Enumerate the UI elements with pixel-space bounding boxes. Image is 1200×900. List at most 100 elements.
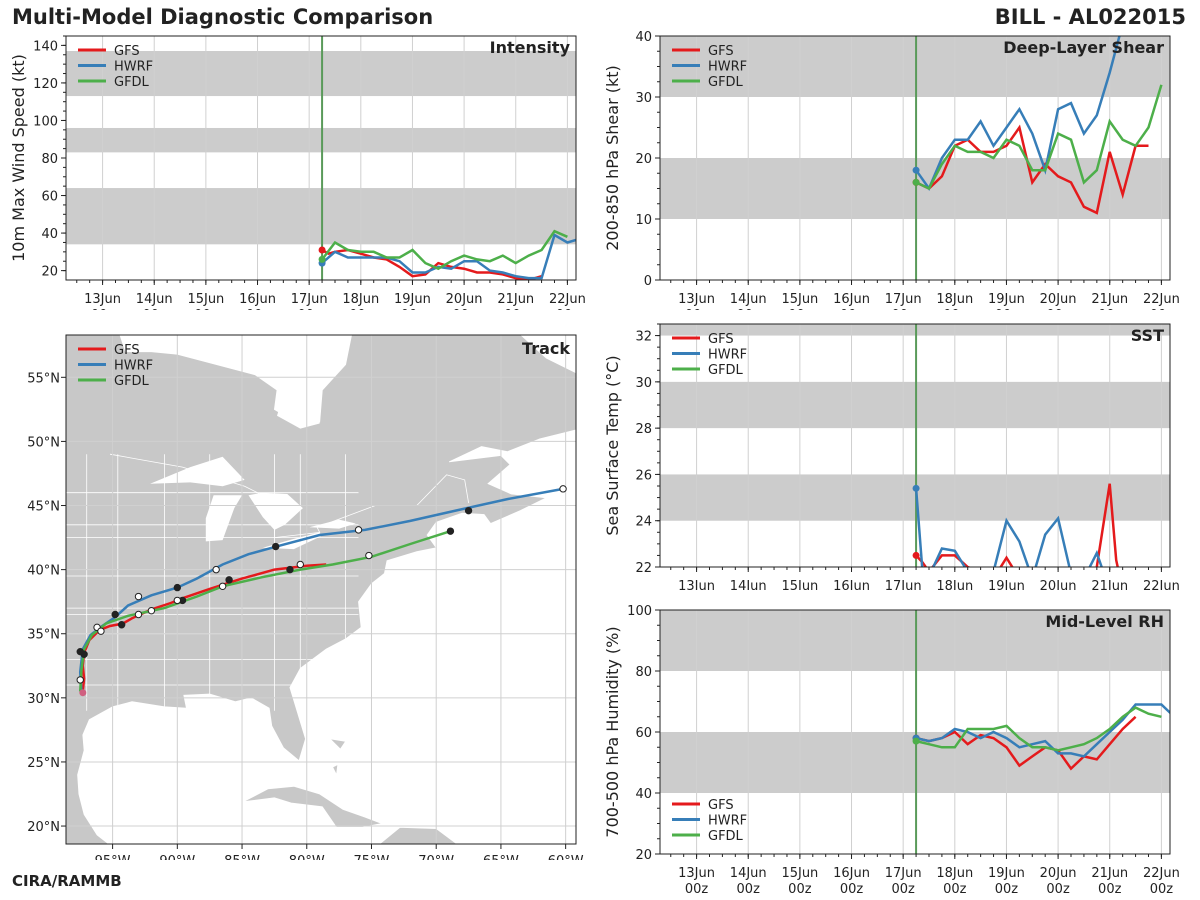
rh-xtick-label: 19Jun (988, 866, 1025, 881)
shear-ytick-label: 0 (644, 274, 652, 289)
shear-ytick-label: 10 (635, 213, 652, 228)
rh-title: Mid-Level RH (1045, 612, 1164, 631)
rh-ytick-label: 60 (635, 726, 652, 741)
intensity-ytick-label: 40 (41, 227, 58, 242)
rh-ytick-label: 100 (627, 604, 652, 619)
intensity-xtick-label: 00z (401, 308, 425, 310)
sst-ytick-label: 28 (635, 422, 652, 437)
intensity-xtick-label: 00z (349, 308, 373, 310)
shear-legend-label-gfdl: GFDL (708, 75, 744, 90)
intensity-xtick-label: 14Jun (136, 292, 173, 307)
track-xtick-label: 60°W (548, 854, 584, 860)
intensity-xtick-label: 00z (194, 308, 218, 310)
shear-ytick-label: 40 (635, 30, 652, 45)
land-bahamas (332, 763, 339, 777)
sst-xtick-label: 15Jun (781, 579, 818, 590)
track-marker-hwrf (173, 583, 182, 592)
sst-xtick-label: 14Jun (730, 579, 767, 590)
shear-xtick-label: 00z (1098, 308, 1122, 310)
track-marker-gfdl (365, 551, 373, 560)
rh-ytick-label: 40 (635, 787, 652, 802)
shear-xtick-label: 00z (685, 308, 709, 310)
shear-chart: 01020304013Jun00z14Jun00z15Jun00z16Jun00… (603, 30, 1180, 310)
intensity-legend-label-hwrf: HWRF (114, 60, 153, 75)
intensity-xtick-label: 00z (504, 308, 528, 310)
sst-start-point-gfs (912, 551, 920, 559)
sst-ytick-label: 22 (635, 561, 652, 576)
rh-xtick-label: 00z (995, 882, 1019, 897)
intensity-ytick-label: 120 (33, 77, 58, 92)
rh-xtick-label: 00z (1150, 882, 1174, 897)
rh-ytick-label: 20 (635, 848, 652, 863)
land-hispaniola (378, 826, 458, 844)
shear-xtick-label: 15Jun (781, 292, 818, 307)
rh-series-gfs (915, 715, 1137, 771)
page-title: Multi-Model Diagnostic Comparison (12, 5, 434, 29)
rh-plot-area (660, 610, 1170, 854)
track-ytick-label: 20°N (27, 820, 60, 835)
sst-band (660, 381, 1170, 429)
intensity-xtick-label: 19Jun (394, 292, 431, 307)
rh-xtick-label: 00z (685, 882, 709, 897)
sst-ylabel: Sea Surface Temp (°C) (603, 355, 622, 535)
shear-title: Deep-Layer Shear (1003, 38, 1164, 57)
rh-xtick-label: 15Jun (781, 866, 818, 881)
sst-xtick-label: 17Jun (885, 579, 922, 590)
track-xtick-label: 95°W (95, 854, 131, 860)
rh-xtick-label: 00z (891, 882, 915, 897)
james-bay (277, 403, 320, 429)
rh-start-point-gfdl (912, 737, 920, 745)
track-xtick-label: 85°W (224, 854, 260, 860)
rh-xtick-label: 13Jun (678, 866, 715, 881)
shear-xtick-label: 00z (891, 308, 915, 310)
track-marker-gfdl (296, 560, 304, 569)
track-legend-label-gfs: GFS (114, 343, 140, 358)
land-bahamas (328, 738, 347, 750)
track-marker-hwrf (354, 526, 363, 534)
sst-xtick-label: 21Jun (1091, 579, 1128, 590)
intensity-xtick-label: 21Jun (497, 292, 534, 307)
intensity-band (66, 127, 576, 153)
intensity-start-point-gfs (318, 246, 326, 254)
rh-xtick-label: 00z (840, 882, 864, 897)
track-marker-gfdl (134, 610, 143, 619)
track-marker-hwrf (559, 485, 567, 493)
rh-legend-label-gfs: GFS (708, 798, 734, 813)
sst-xtick-label: 22Jun (1143, 579, 1180, 590)
storm-id-title: BILL - AL022015 (994, 5, 1186, 29)
sst-title: SST (1131, 326, 1164, 345)
intensity-xtick-label: 18Jun (342, 292, 379, 307)
intensity-plot-area (66, 36, 576, 280)
shear-xtick-label: 00z (737, 308, 761, 310)
shear-xtick-label: 13Jun (678, 292, 715, 307)
sst-start-point-hwrf (912, 484, 920, 492)
rh-ylabel: 700-500 hPa Humidity (%) (603, 626, 622, 837)
intensity-xtick-label: 00z (91, 308, 115, 310)
intensity-xtick-label: 00z (452, 308, 476, 310)
track-marker-hwrf (111, 610, 119, 619)
rh-xtick-label: 00z (788, 882, 812, 897)
track-marker-hwrf (134, 592, 143, 601)
track-xtick-label: 90°W (159, 854, 195, 860)
shear-legend-label-gfs: GFS (708, 44, 734, 59)
credit-label: CIRA/RAMMB (12, 872, 122, 890)
track-marker-gfs (225, 576, 233, 584)
intensity-series-gfdl (321, 229, 568, 271)
sst-xtick-label: 13Jun (678, 579, 715, 590)
rh-band (660, 610, 1170, 671)
track-series-gfdl (78, 530, 451, 692)
intensity-xtick-label: 22Jun (549, 292, 586, 307)
track-origin-point (79, 689, 87, 697)
intensity-ytick-label: 60 (41, 190, 58, 205)
sst-band (660, 324, 1170, 336)
shear-xtick-label: 00z (995, 308, 1019, 310)
intensity-title: Intensity (490, 38, 571, 57)
intensity-series-hwrf (321, 233, 576, 280)
track-xtick-label: 80°W (289, 854, 325, 860)
track-marker-gfs (117, 621, 126, 629)
sst-plot-area (660, 324, 1170, 567)
rh-ytick-label: 80 (635, 665, 652, 680)
intensity-xtick-label: 17Jun (291, 292, 328, 307)
rh-xtick-label: 00z (1098, 882, 1122, 897)
shear-xtick-label: 21Jun (1091, 292, 1128, 307)
